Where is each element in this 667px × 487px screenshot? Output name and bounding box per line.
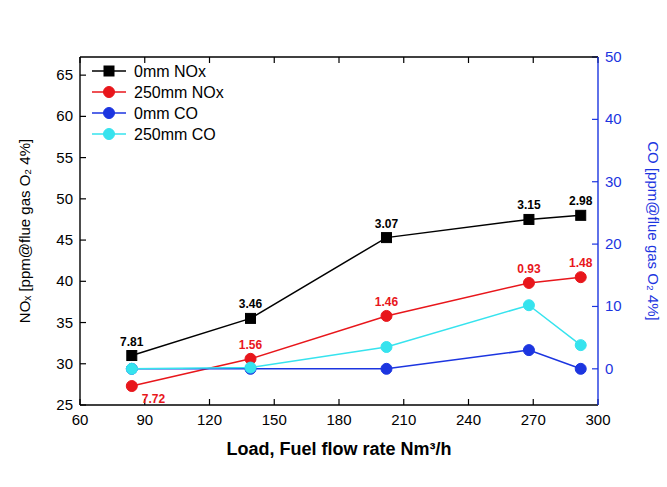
annotation: 7.72 xyxy=(142,392,166,406)
y2-axis xyxy=(597,57,598,405)
y-axis xyxy=(79,57,80,405)
y2-tick xyxy=(592,306,598,307)
y-tick-label: 50 xyxy=(56,190,73,207)
y-tick-label: 60 xyxy=(56,107,73,124)
annotation: 3.46 xyxy=(239,297,263,311)
y-tick-label: 40 xyxy=(56,272,73,289)
y2-tick-label: 10 xyxy=(605,297,622,314)
legend: 0mm NOx 250mm NOx 0mm CO 250mm CO xyxy=(92,63,224,143)
series-line xyxy=(132,277,581,386)
legend-marker xyxy=(104,129,115,140)
x-tick xyxy=(209,399,210,405)
y-axis-label: NOₓ [ppm@flue gas O₂ 4%] xyxy=(16,139,33,323)
data-point xyxy=(575,272,586,283)
y-tick-label: 65 xyxy=(56,66,73,83)
y-tick xyxy=(80,75,86,76)
y2-tick-label: 30 xyxy=(605,173,622,190)
legend-label: 0mm CO xyxy=(134,105,198,122)
x-tick-label: 120 xyxy=(197,411,222,428)
annotation: 1.48 xyxy=(569,256,593,270)
x-tick xyxy=(338,399,339,405)
x-tick-label: 210 xyxy=(391,411,416,428)
legend-label: 250mm NOx xyxy=(134,84,224,101)
y2-tick xyxy=(592,181,598,182)
x-tick-top xyxy=(274,57,275,63)
data-point xyxy=(126,363,137,374)
legend-label: 250mm CO xyxy=(134,126,216,143)
y-tick xyxy=(80,239,86,240)
data-point xyxy=(575,340,586,351)
x-tick xyxy=(468,399,469,405)
y2-axis-label: CO [ppm@flue gas O₂ 4%] xyxy=(645,141,662,320)
y-tick-label: 25 xyxy=(56,396,73,413)
y2-tick-label: 20 xyxy=(605,235,622,252)
data-point xyxy=(381,363,392,374)
annotation: 1.46 xyxy=(375,295,399,309)
data-point xyxy=(523,345,534,356)
data-point xyxy=(381,342,392,353)
x-tick-top xyxy=(403,57,404,63)
legend-label: 0mm NOx xyxy=(134,63,206,80)
y2-tick xyxy=(592,368,598,369)
annotation: 3.07 xyxy=(375,217,399,231)
x-tick-top xyxy=(209,57,210,63)
series-line xyxy=(132,305,581,369)
x-tick-top xyxy=(533,57,534,63)
annotation: 3.15 xyxy=(517,198,541,212)
x-tick-label: 180 xyxy=(326,411,351,428)
y-tick-label: 55 xyxy=(56,149,73,166)
data-point xyxy=(381,310,392,321)
chart: 6090120150180210240270300253035404550556… xyxy=(0,0,667,487)
y2-tick-label: 40 xyxy=(605,110,622,127)
y2-tick xyxy=(592,243,598,244)
annotation: 0.93 xyxy=(517,262,541,276)
data-point xyxy=(575,363,586,374)
x-tick-label: 150 xyxy=(262,411,287,428)
x-tick xyxy=(403,399,404,405)
frame-top xyxy=(80,56,598,57)
y-tick xyxy=(80,363,86,364)
x-tick-top xyxy=(468,57,469,63)
x-tick-top xyxy=(338,57,339,63)
legend-marker xyxy=(104,87,115,98)
y-tick xyxy=(80,322,86,323)
x-tick xyxy=(533,399,534,405)
x-tick-label: 300 xyxy=(585,411,610,428)
y-tick xyxy=(80,198,86,199)
y2-tick-label: 0 xyxy=(605,360,613,377)
y-tick xyxy=(80,281,86,282)
data-point xyxy=(576,210,586,220)
x-tick-label: 270 xyxy=(521,411,546,428)
data-point xyxy=(245,362,256,373)
x-tick-label: 60 xyxy=(72,411,89,428)
y-tick-label: 30 xyxy=(56,355,73,372)
annotation: 1.56 xyxy=(239,338,263,352)
data-point xyxy=(523,277,534,288)
x-tick-label: 240 xyxy=(456,411,481,428)
x-tick xyxy=(274,399,275,405)
y2-tick-label: 50 xyxy=(605,48,622,65)
y-tick-label: 45 xyxy=(56,231,73,248)
series-line xyxy=(132,350,581,369)
data-point xyxy=(381,233,391,243)
data-point xyxy=(126,381,137,392)
data-point xyxy=(523,300,534,311)
data-point xyxy=(127,351,137,361)
data-point xyxy=(524,214,534,224)
data-point xyxy=(246,313,256,323)
x-tick-label: 90 xyxy=(136,411,153,428)
annotation: 7.81 xyxy=(120,335,144,349)
y2-tick xyxy=(592,119,598,120)
data-point xyxy=(126,363,137,374)
y-tick xyxy=(80,116,86,117)
annotation: 2.98 xyxy=(569,194,593,208)
legend-marker xyxy=(104,66,114,76)
legend-marker xyxy=(104,108,115,119)
x-axis-label: Load, Fuel flow rate Nm³/h xyxy=(226,439,451,459)
series-line xyxy=(132,215,581,355)
data-area xyxy=(126,210,586,391)
y-tick xyxy=(80,157,86,158)
y-tick-label: 35 xyxy=(56,314,73,331)
